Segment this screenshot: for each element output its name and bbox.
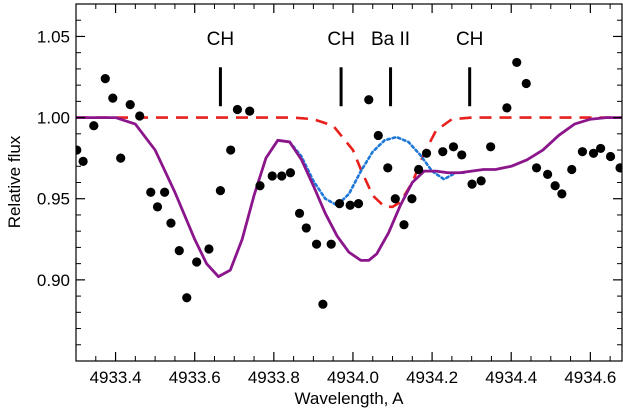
data-point: [383, 163, 393, 173]
data-point: [407, 194, 417, 204]
data-point: [192, 257, 202, 267]
y-tick-label: 0.95: [37, 190, 70, 209]
data-point: [521, 78, 531, 89]
data-point: [226, 145, 236, 155]
series-line-solid: [76, 116, 622, 279]
series-layer: [76, 116, 622, 279]
x-tick-label: 4933.4: [90, 368, 142, 387]
data-point: [414, 164, 424, 175]
x-axis-label: Wavelength, A: [295, 389, 405, 408]
data-point: [277, 171, 287, 181]
data-point: [448, 142, 459, 152]
data-point: [605, 151, 616, 162]
data-point: [577, 147, 588, 157]
x-tick-label: 4934.2: [406, 368, 458, 387]
observed-points-layer: [76, 57, 622, 309]
data-point: [311, 239, 322, 249]
data-point: [215, 186, 226, 196]
data-point: [78, 156, 88, 167]
data-point: [135, 111, 145, 121]
data-point: [267, 171, 277, 181]
annotation-label: CH: [207, 29, 234, 50]
plot-frame: [75, 3, 623, 362]
series-line-dashed: [76, 116, 622, 209]
data-point: [232, 104, 243, 115]
data-point: [326, 239, 336, 249]
data-point: [588, 148, 599, 158]
data-point: [301, 223, 311, 233]
y-tick-label: 1.00: [37, 109, 70, 128]
data-point: [550, 181, 560, 191]
data-point: [125, 100, 135, 110]
data-point: [373, 130, 383, 141]
data-point: [531, 163, 542, 173]
data-point: [567, 164, 577, 175]
x-tick-label: 4934.0: [327, 368, 379, 387]
data-point: [100, 74, 110, 84]
data-point: [334, 198, 345, 209]
data-point: [160, 187, 170, 197]
data-point: [399, 220, 409, 230]
data-point: [421, 148, 432, 158]
data-point: [318, 299, 328, 309]
data-point: [345, 200, 355, 210]
data-point: [615, 163, 622, 173]
data-point: [512, 57, 522, 68]
data-point: [294, 208, 305, 218]
annotation-label: CH: [327, 29, 354, 50]
data-point: [596, 143, 606, 154]
data-point: [204, 244, 214, 254]
y-tick-label: 1.05: [37, 27, 70, 46]
data-point: [467, 179, 477, 189]
y-tick-label: 0.90: [37, 271, 70, 290]
x-tick-label: 4933.8: [248, 368, 300, 387]
data-point: [502, 103, 512, 113]
data-point: [438, 147, 448, 157]
data-point: [116, 153, 126, 163]
axes-layer: 4933.4 4933.6 4933.8 4934.0 4934.2 4934.4 4934…: [37, 4, 622, 387]
data-point: [353, 198, 364, 209]
annotation-label: Ba II: [371, 29, 410, 50]
data-point: [543, 169, 553, 179]
x-tick-label: 4934.6: [564, 368, 616, 387]
data-point: [174, 246, 184, 256]
data-point: [255, 181, 265, 191]
data-point: [108, 93, 118, 103]
annotation-label: CH: [456, 29, 483, 50]
data-point: [89, 121, 99, 131]
annotation-layer: CH CH Ba II CH: [207, 29, 483, 107]
data-point: [182, 293, 192, 303]
data-point: [285, 168, 296, 178]
data-point: [557, 189, 567, 199]
data-point: [457, 150, 467, 160]
data-point: [390, 194, 400, 204]
data-point: [486, 142, 496, 152]
data-point: [166, 218, 176, 228]
y-axis-label: Relative flux: [5, 135, 24, 228]
data-point: [364, 95, 374, 105]
x-tick-label: 4934.4: [485, 368, 537, 387]
data-point: [245, 106, 255, 116]
data-point: [476, 176, 486, 186]
data-point: [152, 202, 163, 212]
series-line-dotted: [288, 135, 466, 207]
x-tick-label: 4933.6: [169, 368, 221, 387]
data-point: [146, 187, 156, 197]
